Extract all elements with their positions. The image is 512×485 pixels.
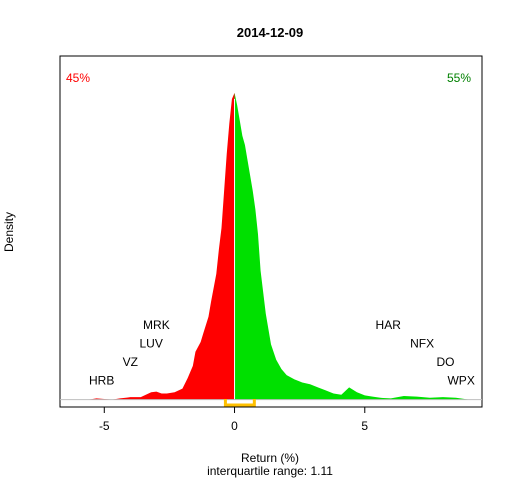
ticker-annotation: HAR [376, 318, 402, 332]
ticker-annotation: VZ [123, 355, 138, 369]
x-tick-label: 0 [231, 419, 238, 433]
negative-density-area [88, 92, 235, 400]
y-axis-label: Density [2, 212, 16, 252]
x-axis-label: Return (%) [241, 451, 299, 465]
iqr-bracket [223, 399, 256, 407]
negative-share-label: 45% [66, 71, 90, 85]
ticker-annotation: WPX [447, 373, 474, 387]
ticker-annotation: LUV [140, 336, 163, 350]
iqr-caption: interquartile range: 1.11 [207, 464, 333, 478]
ticker-annotation: DO [437, 355, 455, 369]
ticker-annotation: MRK [143, 318, 170, 332]
ticker-annotation: HRB [89, 373, 114, 387]
positive-density-area [234, 92, 469, 400]
positive-share-label: 55% [447, 71, 471, 85]
chart-title: 2014-12-09 [237, 25, 304, 40]
ticker-annotation: NFX [410, 336, 434, 350]
x-tick-label: -5 [99, 419, 110, 433]
x-tick-label: 5 [361, 419, 368, 433]
